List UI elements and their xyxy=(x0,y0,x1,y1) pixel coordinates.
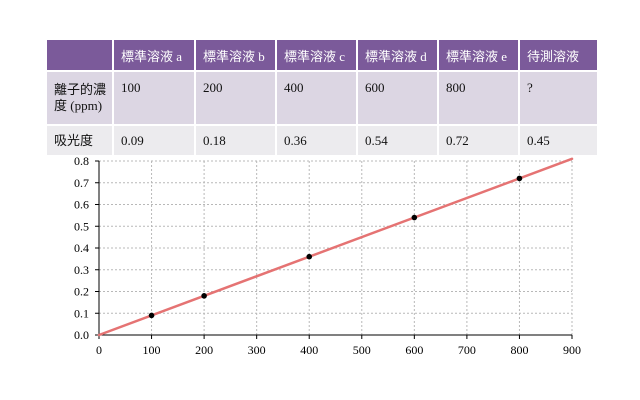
y-tick-label: 0.0 xyxy=(74,328,89,342)
y-tick-label: 0.1 xyxy=(74,306,89,320)
x-tick-label: 500 xyxy=(353,343,371,357)
x-tick-label: 800 xyxy=(510,343,528,357)
calibration-chart: 0 100 200 300 400 500 600 700 800 900 0.0 0.1 0.2 0.3… xyxy=(74,154,581,357)
header-standard-e: 標準溶液 e xyxy=(438,40,520,72)
y-tick-label: 0.7 xyxy=(74,176,89,190)
header-standard-c: 標準溶液 c xyxy=(276,40,358,72)
table-cell: 0.09 xyxy=(113,125,196,157)
table-cell: 0.72 xyxy=(438,125,520,157)
table-row-absorbance: 吸光度 0.09 0.18 0.36 0.54 0.72 0.45 xyxy=(47,125,599,157)
table-cell: ? xyxy=(519,71,599,126)
table-cell: 0.18 xyxy=(195,125,277,157)
fit-line xyxy=(97,157,574,337)
table-cell: 600 xyxy=(357,71,439,126)
table-cell: 0.45 xyxy=(519,125,599,157)
table-cell: 100 xyxy=(113,71,196,126)
x-tick-label: 300 xyxy=(248,343,266,357)
table-cell: 800 xyxy=(438,71,520,126)
data-point xyxy=(516,175,523,182)
x-tick-label: 200 xyxy=(195,343,213,357)
table-cell: 0.36 xyxy=(276,125,358,157)
row-label-concentration: 離子的濃度 (ppm) xyxy=(47,71,114,126)
x-tick-label: 900 xyxy=(563,343,581,357)
x-tick-label: 600 xyxy=(405,343,423,357)
x-tick-label: 700 xyxy=(458,343,476,357)
y-tick-label: 0.2 xyxy=(74,285,89,299)
data-point xyxy=(306,253,313,260)
y-tick-label: 0.4 xyxy=(74,241,89,255)
header-standard-d: 標準溶液 d xyxy=(357,40,439,72)
data-point xyxy=(411,214,418,221)
x-tick-label: 100 xyxy=(143,343,161,357)
x-tick-label: 0 xyxy=(96,343,102,357)
table-cell: 400 xyxy=(276,71,358,126)
header-standard-b: 標準溶液 b xyxy=(195,40,277,72)
header-corner xyxy=(47,40,114,72)
y-tick-label: 0.6 xyxy=(74,198,89,212)
table-cell: 0.54 xyxy=(357,125,439,157)
x-tick-label: 400 xyxy=(300,343,318,357)
table-row-concentration: 離子的濃度 (ppm) 100 200 400 600 800 ? xyxy=(47,71,599,126)
table-cell: 200 xyxy=(195,71,277,126)
y-tick-label: 0.3 xyxy=(74,263,89,277)
header-standard-a: 標準溶液 a xyxy=(113,40,196,72)
y-tick-label: 0.8 xyxy=(74,154,89,168)
table-header-row: 標準溶液 a 標準溶液 b 標準溶液 c 標準溶液 d 標準溶液 e 待測溶液 xyxy=(47,40,599,72)
data-table: 標準溶液 a 標準溶液 b 標準溶液 c 標準溶液 d 標準溶液 e 待測溶液 … xyxy=(47,40,599,157)
header-unknown-sample: 待測溶液 xyxy=(519,40,599,72)
y-tick-label: 0.5 xyxy=(74,219,89,233)
data-point xyxy=(148,312,155,319)
row-label-absorbance: 吸光度 xyxy=(47,125,114,157)
data-point xyxy=(201,293,207,299)
